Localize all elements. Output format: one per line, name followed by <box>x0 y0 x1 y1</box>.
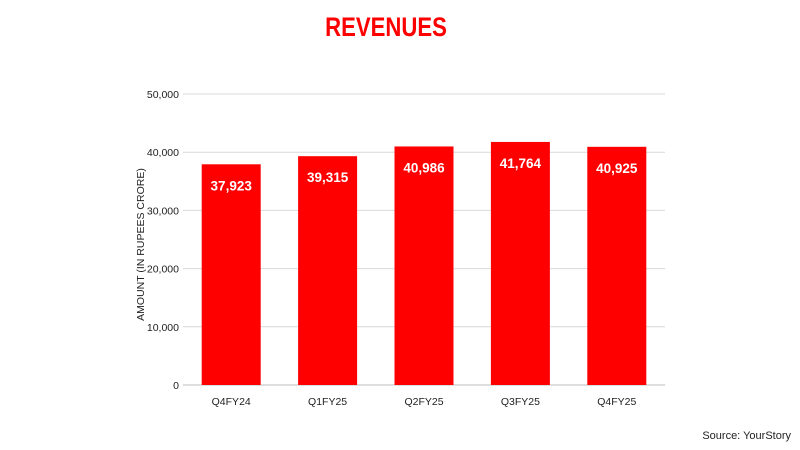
bar-value-labels: 37,923 39,315 40,986 41,764 40,925 <box>211 156 638 193</box>
bars <box>201 141 647 385</box>
bar-value-label: 41,764 <box>500 156 542 171</box>
x-tick-label: Q2FY25 <box>404 396 443 408</box>
y-tick-label: 40,000 <box>147 147 179 159</box>
y-tick-label: 50,000 <box>147 89 179 101</box>
x-tick-label: Q4FY24 <box>212 396 251 408</box>
bar <box>298 156 358 385</box>
y-axis-ticks: 0 10,000 20,000 30,000 40,000 50,000 <box>147 89 179 392</box>
chart-title: REVENUES <box>325 12 447 42</box>
y-tick-label: 30,000 <box>147 205 179 217</box>
bar <box>587 146 647 385</box>
y-axis-label: AMOUNT (IN RUPEES CRORE) <box>135 168 147 321</box>
bar-value-label: 40,925 <box>596 161 638 176</box>
bar <box>394 146 454 385</box>
x-tick-label: Q4FY25 <box>597 396 636 408</box>
y-tick-label: 0 <box>173 380 179 392</box>
source-note: Source: YourStory <box>702 430 791 442</box>
bar <box>490 141 550 385</box>
x-tick-label: Q3FY25 <box>501 396 540 408</box>
y-tick-label: 10,000 <box>147 322 179 334</box>
x-axis-ticks: Q4FY24 Q1FY25 Q2FY25 Q3FY25 Q4FY25 <box>212 396 637 408</box>
bar-value-label: 40,986 <box>403 160 445 175</box>
bar <box>201 164 261 385</box>
bar-value-label: 39,315 <box>307 170 349 185</box>
y-tick-label: 20,000 <box>147 264 179 276</box>
x-tick-label: Q1FY25 <box>308 396 347 408</box>
bar-value-label: 37,923 <box>211 178 253 193</box>
